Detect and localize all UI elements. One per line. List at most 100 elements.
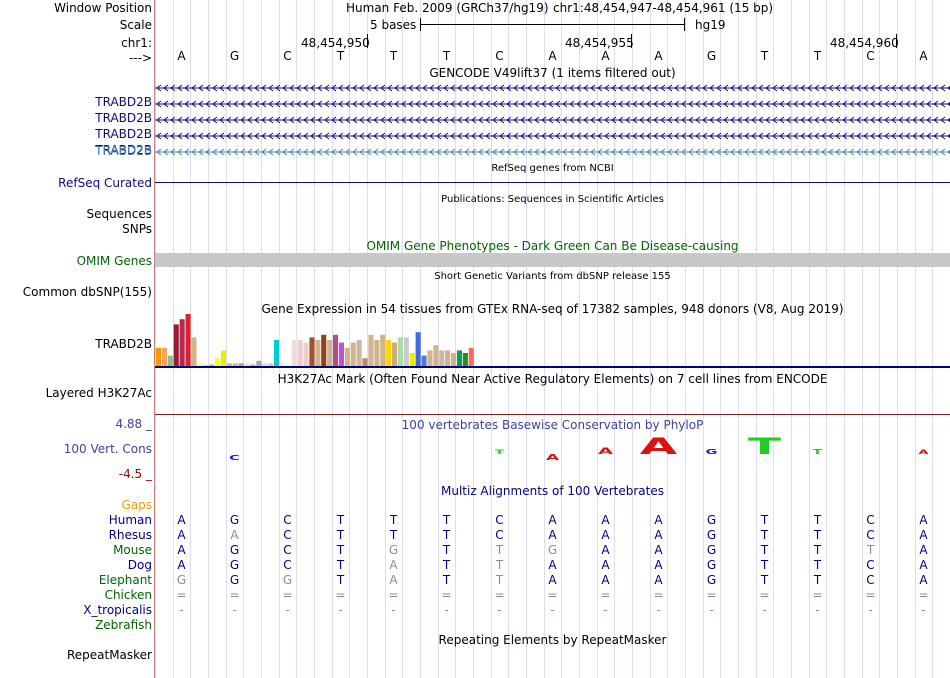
gtex-bar[interactable] (362, 358, 368, 366)
gtex-bar[interactable] (244, 363, 250, 366)
gtex-bar[interactable] (250, 364, 256, 366)
gtex-track-label[interactable]: TRABD2B (95, 337, 152, 351)
publications-title[interactable]: Publications: Sequences in Scientific Ar… (441, 194, 664, 205)
gtex-bar[interactable] (380, 334, 386, 366)
gtex-bar[interactable] (279, 363, 285, 366)
publications-sequences-label[interactable]: Sequences (86, 207, 152, 221)
gtex-bar[interactable] (220, 350, 226, 366)
species-label[interactable]: Mouse (113, 543, 152, 557)
gtex-bar[interactable] (238, 363, 244, 366)
gtex-bar[interactable] (327, 340, 333, 366)
gtex-bar[interactable] (209, 364, 215, 366)
gtex-bar[interactable] (350, 342, 356, 366)
phylop-glyph[interactable]: A (598, 446, 613, 457)
phylop-title[interactable]: 100 vertebrates Basewise Conservation by… (401, 418, 704, 432)
gtex-bar[interactable] (274, 340, 280, 366)
phylop-track-label[interactable]: 100 Vert. Cons (63, 442, 152, 456)
gencode-track-label[interactable]: TRABD2B (95, 143, 152, 157)
gtex-bar[interactable] (421, 355, 427, 366)
dbsnp-track-label[interactable]: Common dbSNP(155) (22, 285, 152, 299)
gtex-bar[interactable] (462, 353, 468, 366)
gtex-bar[interactable] (291, 340, 297, 366)
species-label[interactable]: Elephant (98, 573, 152, 587)
gtex-bar[interactable] (338, 342, 344, 366)
gtex-bar[interactable] (333, 334, 339, 366)
species-label[interactable]: Gaps (121, 498, 152, 512)
phylop-glyph[interactable]: T (495, 449, 504, 456)
phylop-glyph[interactable]: T (748, 434, 781, 460)
multiz-title[interactable]: Multiz Alignments of 100 Vertebrates (440, 484, 665, 498)
gtex-bar[interactable] (226, 363, 232, 366)
gencode-track-label[interactable]: TRABD2B (95, 95, 152, 109)
phylop-glyph[interactable]: C (229, 454, 240, 462)
gtex-bar[interactable] (256, 360, 262, 366)
gtex-bar[interactable] (451, 353, 457, 366)
gtex-bar[interactable] (386, 340, 392, 366)
gtex-bar[interactable] (439, 350, 445, 366)
h3k27ac-track-label[interactable]: Layered H3K27Ac (45, 386, 152, 400)
repeatmasker-track-label[interactable]: RepeatMasker (66, 648, 152, 662)
gencode-track-label[interactable]: TRABD2B (95, 127, 152, 141)
gtex-bar[interactable] (179, 319, 185, 366)
species-label[interactable]: Rhesus (108, 528, 152, 542)
repeatmasker-title[interactable]: Repeating Elements by RepeatMasker (438, 633, 667, 647)
gtex-bar[interactable] (468, 347, 474, 366)
gtex-title[interactable]: Gene Expression in 54 tissues from GTEx … (261, 302, 844, 316)
gtex-bar[interactable] (403, 337, 409, 366)
phylop-glyph[interactable]: G (706, 448, 718, 456)
refseq-title[interactable]: RefSeq genes from NCBI (491, 163, 614, 174)
gtex-bar[interactable] (173, 324, 179, 366)
species-label[interactable]: Dog (127, 558, 152, 572)
refseq-track-label[interactable]: RefSeq Curated (58, 176, 152, 190)
gtex-bar[interactable] (297, 340, 303, 366)
gtex-bar[interactable] (392, 342, 398, 366)
h3k27ac-title[interactable]: H3K27Ac Mark (Often Found Near Active Re… (277, 372, 828, 386)
gtex-bar[interactable] (303, 342, 309, 366)
species-label[interactable]: X_tropicalis (83, 603, 152, 617)
refseq-gene-line[interactable] (155, 182, 950, 183)
omim-title[interactable]: OMIM Gene Phenotypes - Dark Green Can Be… (366, 239, 739, 253)
gtex-bar[interactable] (344, 347, 350, 366)
gtex-bar[interactable] (445, 350, 451, 366)
gtex-bar[interactable] (285, 363, 291, 366)
gtex-bar[interactable] (161, 347, 167, 366)
window-position[interactable]: chr1:48,454,947-48,454,961 (15 bp) (553, 1, 774, 15)
gtex-bar[interactable] (156, 347, 162, 366)
gtex-bar[interactable] (433, 345, 439, 366)
gtex-bar[interactable] (185, 314, 191, 366)
gtex-bar[interactable] (368, 334, 374, 366)
gencode-track-label[interactable]: TRABD2B (95, 111, 152, 125)
gtex-bar[interactable] (167, 355, 173, 366)
omim-track-label[interactable]: OMIM Genes (76, 254, 152, 268)
gtex-bar[interactable] (397, 337, 403, 366)
gtex-bar[interactable] (409, 353, 415, 366)
gencode-track-label[interactable]: TRABD2B (95, 144, 152, 158)
species-label[interactable]: Human (108, 513, 152, 527)
phylop-glyph[interactable]: A (546, 454, 560, 463)
gtex-bar[interactable] (309, 337, 315, 366)
gtex-bar[interactable] (427, 350, 433, 366)
publications-snps-label[interactable]: SNPs (122, 222, 152, 236)
gencode-transcripts[interactable] (155, 80, 950, 156)
gtex-expression-chart[interactable] (155, 314, 950, 370)
gtex-bar[interactable] (232, 363, 238, 366)
phylop-glyph[interactable]: T (813, 448, 823, 456)
gtex-bar[interactable] (268, 363, 274, 366)
gtex-bar[interactable] (356, 340, 362, 366)
gtex-bar[interactable] (262, 363, 268, 366)
phylop-glyph[interactable]: A (640, 434, 677, 460)
gtex-bar[interactable] (203, 364, 209, 366)
gtex-bar[interactable] (456, 350, 462, 366)
gtex-bar[interactable] (374, 340, 380, 366)
gtex-bar[interactable] (197, 363, 203, 366)
species-label[interactable]: Chicken (104, 588, 152, 602)
gtex-bar[interactable] (191, 337, 197, 366)
phylop-glyph[interactable]: A (918, 449, 928, 456)
gtex-bar[interactable] (215, 358, 221, 366)
species-label[interactable]: Zebrafish (95, 618, 152, 632)
gtex-bar[interactable] (315, 340, 321, 366)
gtex-bar[interactable] (415, 332, 421, 366)
omim-gene-bar[interactable] (155, 253, 950, 267)
gtex-bar[interactable] (321, 334, 327, 366)
